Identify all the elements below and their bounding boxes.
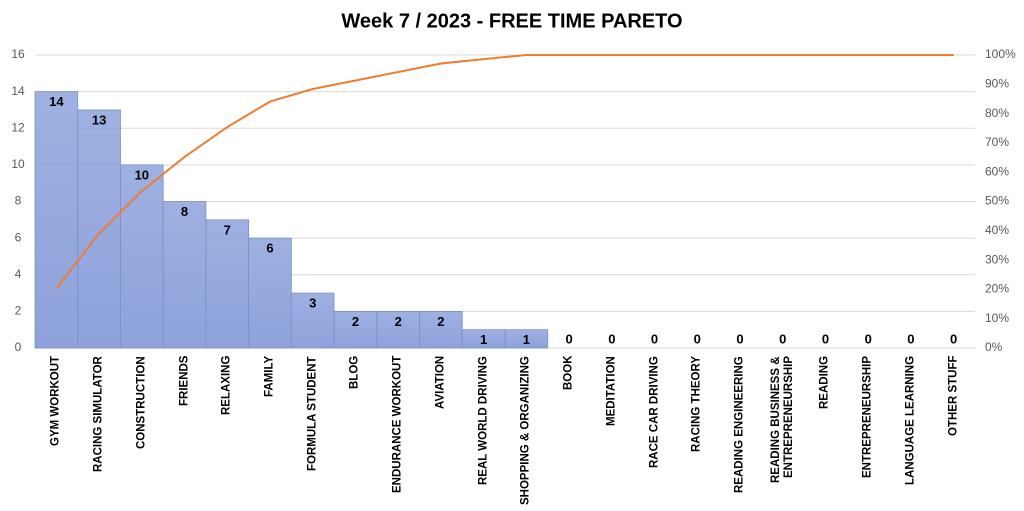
bar (120, 164, 164, 349)
bar (376, 310, 420, 349)
x-tick-label: MEDITATION (605, 356, 618, 426)
data-label: 13 (92, 112, 106, 127)
x-tick-label: RACE CAR DRIVING (648, 356, 661, 468)
y2-tick-label: 30% (985, 252, 1009, 266)
x-tick-label: RACING SIMULATOR (92, 356, 105, 472)
data-label: 2 (437, 314, 444, 329)
x-tick-label: SHOPPING & ORGANIZING (519, 356, 532, 505)
bar (34, 91, 79, 349)
data-label: 0 (651, 331, 658, 346)
data-label: 0 (865, 331, 872, 346)
data-label: 3 (309, 296, 316, 311)
y2-tick-label: 80% (985, 106, 1009, 120)
x-tick-label: LANGUAGE LEARNING (904, 356, 917, 486)
data-label: 0 (907, 331, 914, 346)
data-label: 10 (135, 167, 149, 182)
x-tick-label: BLOG (348, 356, 361, 390)
y-tick-label: 2 (15, 304, 22, 318)
data-label: 1 (523, 332, 530, 347)
data-label: 2 (395, 314, 402, 329)
data-label: 0 (608, 331, 615, 346)
data-label: 2 (352, 314, 359, 329)
y-tick-label: 0 (15, 340, 22, 354)
x-tick-label: REAL WORLD DRIVING (477, 356, 490, 485)
data-label: 0 (565, 331, 572, 346)
y-tick-label: 16 (11, 47, 25, 61)
y-tick-label: 8 (15, 194, 22, 208)
x-tick-label: READING (818, 356, 831, 410)
x-tick-label: AVIATION (434, 356, 447, 410)
x-tick-label: FAMILY (263, 356, 276, 398)
y2-tick-label: 50% (985, 194, 1009, 208)
data-label: 0 (736, 331, 743, 346)
x-tick-label: RACING THEORY (690, 356, 703, 453)
x-tick-label: READING ENGINEERING (733, 356, 746, 493)
data-label: 0 (779, 331, 786, 346)
data-label: 8 (181, 204, 188, 219)
y2-tick-label: 70% (985, 135, 1009, 149)
y-tick-label: 14 (11, 84, 25, 98)
y2-tick-label: 60% (985, 164, 1009, 178)
y-tick-label: 12 (11, 120, 25, 134)
data-label: 0 (950, 331, 957, 346)
bar (77, 109, 121, 349)
data-label: 1 (480, 332, 487, 347)
data-label: 7 (224, 222, 231, 237)
y2-tick-label: 100% (985, 47, 1016, 61)
y2-tick-label: 40% (985, 223, 1009, 237)
data-label: 14 (49, 94, 64, 109)
data-label: 6 (266, 241, 273, 256)
x-tick-label: BOOK (562, 356, 575, 391)
x-tick-label: FORMULA STUDENT (306, 356, 319, 471)
x-tick-label: ENTREPRENEURSHIP (861, 356, 874, 479)
chart-title: Week 7 / 2023 - FREE TIME PARETO (341, 10, 682, 32)
x-tick-label: RELAXING (220, 356, 233, 416)
cumulative-line (55, 54, 954, 290)
bar (504, 329, 549, 349)
data-label: 0 (694, 331, 701, 346)
x-tick-label: CONSTRUCTION (135, 356, 148, 449)
y-tick-label: 6 (15, 230, 22, 244)
y2-tick-label: 20% (985, 282, 1009, 296)
x-tick-label: GYM WORKOUT (49, 356, 62, 447)
bar (419, 310, 463, 349)
y-tick-label: 10 (11, 157, 25, 171)
data-label: 0 (822, 331, 829, 346)
y-tick-label: 4 (15, 267, 22, 281)
y2-tick-label: 90% (985, 76, 1009, 90)
bar (205, 219, 250, 349)
x-tick-label: ENDURANCE WORKOUT (391, 356, 404, 494)
bar (333, 310, 378, 349)
bar (290, 292, 335, 349)
x-tick-label: READING BUSINESS & ENTREPRENEURSHIP (769, 356, 795, 483)
y2-tick-label: 0% (985, 340, 1003, 354)
y2-tick-label: 10% (985, 311, 1009, 325)
bar (162, 201, 207, 349)
x-tick-label: OTHER STUFF (947, 356, 960, 437)
x-tick-label: FRIENDS (178, 356, 191, 407)
